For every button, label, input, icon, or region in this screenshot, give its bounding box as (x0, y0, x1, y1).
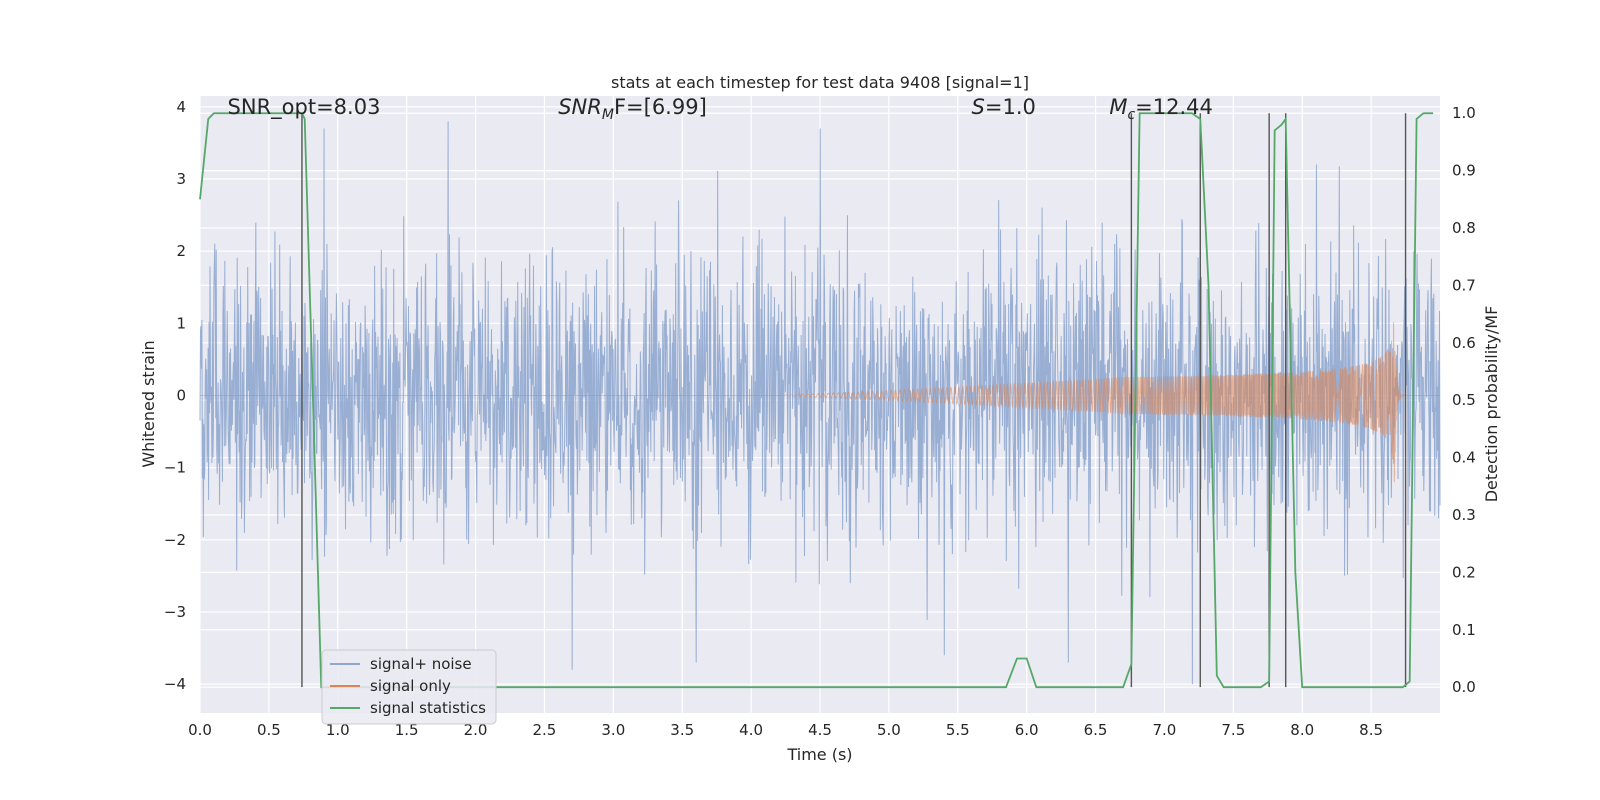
annotation-s-var: S (972, 95, 985, 119)
x-tick-label: 5.0 (877, 721, 901, 739)
y-tick-label: −4 (164, 675, 186, 693)
x-tick-label: 4.0 (739, 721, 763, 739)
y-tick-label: 4 (176, 98, 186, 116)
y2-axis-label: Detection probability/MF (1482, 306, 1501, 503)
series-signal-only-line (200, 322, 1440, 483)
legend-box (321, 649, 497, 725)
x-tick-label: 2.0 (464, 721, 488, 739)
legend-label-signal-statistics: signal statistics (370, 699, 486, 717)
x-tick-label: 8.5 (1359, 721, 1383, 739)
y2-tick-label: 0.8 (1452, 219, 1476, 237)
x-tick-label: 8.0 (1290, 721, 1314, 739)
series-signal-statistics-line (199, 112, 1434, 689)
annotation-snr-opt: SNR_opt=8.03 (228, 95, 381, 120)
x-tick-label: 1.5 (395, 721, 419, 739)
x-tick-label: 2.5 (533, 721, 557, 739)
y2-tick-label: 0.3 (1452, 506, 1476, 524)
annotation-mc-rest: =12.44 (1135, 95, 1213, 119)
annotation-mc-sub: c (1127, 107, 1135, 123)
x-tick-label: 3.0 (601, 721, 625, 739)
annotations: SNR_opt=8.03 SNRMF=[6.99] S=1.0 Mc=12.44 (228, 95, 1213, 123)
y2-tick-label: 0.2 (1452, 563, 1476, 581)
y2-tick-label: 0.1 (1452, 621, 1476, 639)
x-tick-label: 0.0 (188, 721, 212, 739)
y-axis-right: 0.0 0.1 0.2 0.3 0.4 0.5 0.6 0.7 0.8 0.9 1.0 (1452, 104, 1476, 696)
legend: signal+ noise signal only signal statist… (321, 649, 497, 725)
annotation-mc-base: M (1109, 95, 1127, 119)
y-tick-label: −2 (164, 531, 186, 549)
annotation-s-stat: S=1.0 (972, 95, 1036, 119)
y2-tick-label: 0.0 (1452, 678, 1476, 696)
x-axis-label: Time (s) (786, 745, 852, 764)
annotation-s-rest: =1.0 (985, 95, 1036, 119)
y-tick-label: 2 (176, 242, 186, 260)
y2-tick-label: 0.9 (1452, 162, 1476, 180)
y-tick-label: 0 (176, 386, 186, 404)
x-tick-label: 7.5 (1221, 721, 1245, 739)
y2-tick-label: 0.7 (1452, 276, 1476, 294)
x-tick-label: 6.5 (1084, 721, 1108, 739)
y-tick-label: −1 (164, 459, 186, 477)
x-tick-label: 5.5 (946, 721, 970, 739)
annotation-snr-mf-base: SNR (558, 95, 602, 119)
chart-title: stats at each timestep for test data 940… (611, 73, 1029, 92)
y-tick-label: 1 (176, 314, 186, 332)
annotation-snr-mf-rest: F=[6.99] (614, 95, 707, 119)
y2-tick-label: 1.0 (1452, 104, 1476, 122)
y-tick-label: −3 (164, 603, 186, 621)
legend-label-signal-noise: signal+ noise (370, 655, 472, 673)
x-tick-label: 1.0 (326, 721, 350, 739)
x-tick-label: 4.5 (808, 721, 832, 739)
y-axis-label: Whitened strain (139, 340, 158, 467)
chart-marks (199, 112, 1441, 689)
y2-tick-label: 0.4 (1452, 449, 1476, 467)
y-axis-left: −4 −3 −2 −1 0 1 2 3 4 (164, 98, 186, 693)
annotation-mc: Mc=12.44 (1109, 95, 1213, 123)
x-tick-label: 0.5 (257, 721, 281, 739)
x-tick-label: 7.0 (1153, 721, 1177, 739)
x-tick-label: 3.5 (670, 721, 694, 739)
x-tick-label: 6.0 (1015, 721, 1039, 739)
x-axis: 0.0 0.5 1.0 1.5 2.0 2.5 3.0 3.5 4.0 4.5 5.0 5.5 6.0 6… (188, 721, 1383, 739)
legend-label-signal-only: signal only (370, 677, 451, 695)
annotation-snr-mf: SNRMF=[6.99] (558, 95, 707, 123)
annotation-snr-mf-sub: M (602, 107, 614, 123)
y2-tick-label: 0.6 (1452, 334, 1476, 352)
y2-tick-label: 0.5 (1452, 391, 1476, 409)
y-tick-label: 3 (176, 170, 186, 188)
